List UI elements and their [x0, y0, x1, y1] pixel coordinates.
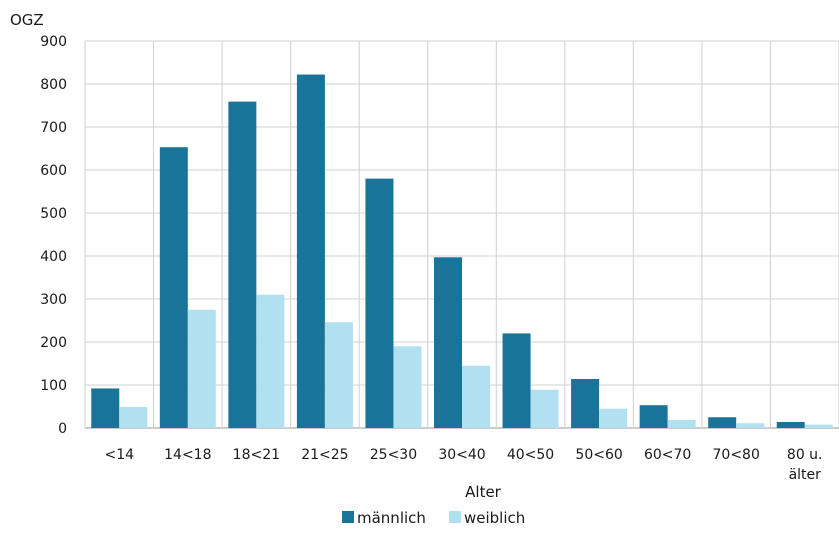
y-tick-label: 600 [40, 163, 67, 179]
x-axis-label: Alter [465, 483, 502, 501]
bar-männlich [776, 421, 805, 428]
bar-männlich [571, 378, 600, 428]
x-tick-label: 70<80 [713, 447, 760, 463]
bars [91, 74, 833, 428]
bar-weiblich [119, 406, 148, 428]
x-tick-label: älter [789, 467, 822, 483]
bar-männlich [639, 405, 668, 428]
x-tick-label: 40<50 [507, 447, 554, 463]
legend: männlich weiblich [342, 509, 525, 527]
bar-männlich [228, 101, 257, 428]
y-tick-label: 200 [40, 335, 67, 351]
y-tick-labels: 0 100 200 300 400 500 600 700 800 900 [40, 34, 67, 437]
y-tick-label: 900 [40, 34, 67, 50]
y-tick-label: 0 [58, 421, 67, 437]
legend-swatch [342, 511, 354, 523]
x-tick-label: 14<18 [164, 447, 211, 463]
x-tick-label: 60<70 [644, 447, 691, 463]
y-tick-label: 700 [40, 120, 67, 136]
bar-männlich [91, 388, 120, 428]
bar-männlich [296, 74, 325, 428]
bar-weiblich [324, 322, 353, 428]
bar-weiblich [804, 424, 833, 428]
x-tick-label: <14 [104, 447, 134, 463]
bar-männlich [434, 257, 462, 428]
x-tick-label: 25<30 [370, 447, 417, 463]
bar-männlich [159, 147, 188, 428]
x-tick-label: 21<25 [301, 447, 348, 463]
bar-weiblich [393, 346, 422, 428]
x-tick-label: 50<60 [575, 447, 622, 463]
x-tick-label: 80 u. [787, 447, 823, 463]
y-tick-label: 300 [40, 292, 67, 308]
gridlines [84, 40, 839, 429]
y-tick-label: 100 [40, 378, 67, 394]
legend-label: männlich [357, 509, 426, 527]
bar-weiblich [599, 408, 628, 428]
y-axis-label: OGZ [10, 11, 44, 29]
legend-swatch [449, 511, 461, 523]
x-tick-labels: <14 14<18 18<21 21<25 25<30 30<40 40<50 50<60 60… [104, 447, 822, 483]
legend-label: weiblich [464, 509, 525, 527]
bar-männlich [708, 417, 737, 428]
bar-weiblich [736, 423, 765, 428]
y-tick-label: 400 [40, 249, 67, 265]
x-tick-label: 30<40 [438, 447, 485, 463]
bar-männlich [365, 178, 394, 428]
x-tick-label: 18<21 [233, 447, 280, 463]
bar-weiblich [530, 389, 559, 428]
y-tick-label: 800 [40, 77, 67, 93]
bar-männlich [502, 333, 531, 428]
y-tick-label: 500 [40, 206, 67, 222]
bar-weiblich [667, 419, 696, 428]
bar-weiblich [462, 365, 490, 428]
bar-weiblich [187, 309, 216, 428]
bar-weiblich [256, 294, 285, 428]
